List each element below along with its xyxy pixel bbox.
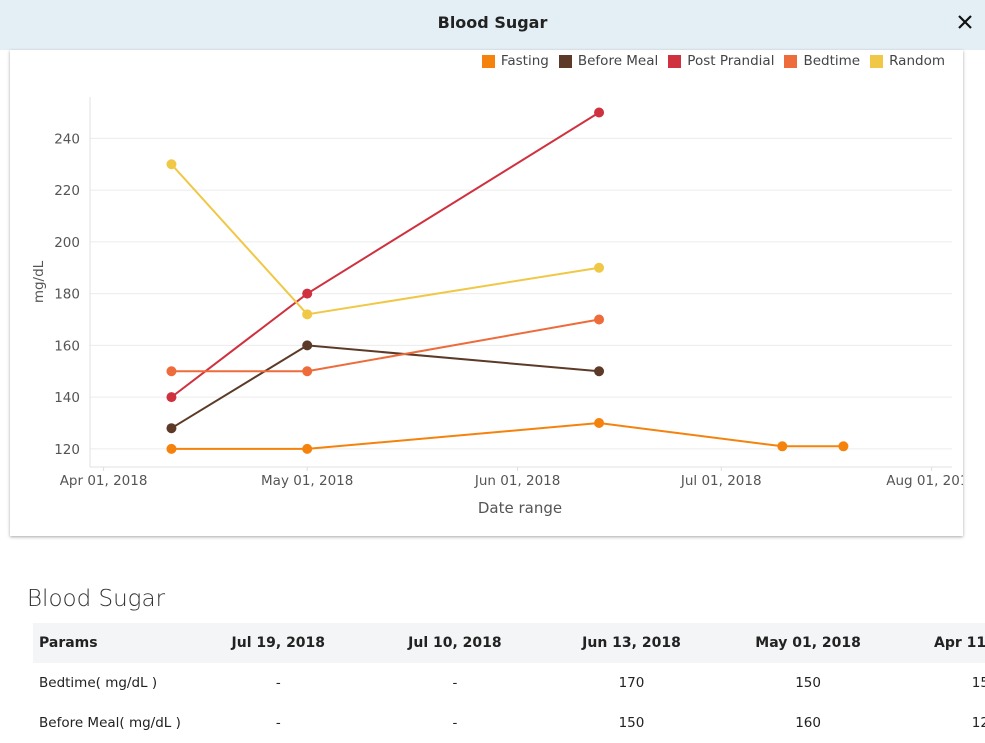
legend-label: Before Meal [577,53,659,69]
close-button[interactable] [958,15,972,29]
modal-header: Blood Sugar [0,0,985,50]
x-tick-label: Jun 01, 2018 [474,473,561,489]
table-row: Before Meal( mg/dL ) - - 150 160 128 [33,703,985,743]
table-cell: 150 [795,675,821,691]
series-line [170,163,600,316]
table-wrap: Params Jul 19, 2018 Jul 10, 2018 Jun 13, 20… [33,623,985,743]
table: Params Jul 19, 2018 Jul 10, 2018 Jun 13, 20… [33,623,985,743]
data-point [166,366,177,377]
data-point [302,443,313,454]
series-line [171,422,844,450]
chart-card: Fasting Before Meal Post Prandial Bedtime Ra… [10,50,963,536]
data-point [166,392,177,403]
series-line [170,111,600,398]
legend-item: Post Prandial [668,53,774,69]
table-cell: - [275,715,281,731]
legend-label: Fasting [500,53,549,69]
table-cell: - [452,675,458,691]
table-cell: 150 [971,675,985,691]
data-point [594,107,605,118]
table-cell: - [275,675,281,691]
legend-label: Random [889,53,945,69]
table-cell: Bedtime( mg/dL ) [39,675,158,691]
data-point [166,443,177,454]
y-tick-label: 220 [54,183,80,199]
x-axis-label: Date range [478,499,562,517]
legend-swatch [784,54,798,68]
x-tick-label: Jul 01, 2018 [680,473,762,489]
legend-item: Random [870,53,945,69]
column-header: May 01, 2018 [719,623,897,663]
modal-title: Blood Sugar [437,13,548,32]
table-row: Bedtime( mg/dL ) - - 170 150 150 [33,663,985,703]
data-point [302,366,313,377]
data-point [594,314,605,325]
header-row: Params Jul 19, 2018 Jul 10, 2018 Jun 13, 20… [33,623,985,663]
table-cell: 170 [618,675,645,691]
data-point [594,366,605,377]
data-point [777,441,788,452]
legend-swatch [481,54,495,68]
table-cell: Before Meal( mg/dL ) [39,715,181,731]
column-header: Jun 13, 2018 [543,623,720,663]
x-tick-label: May 01, 2018 [261,473,353,489]
data-point [302,288,313,299]
legend-label: Post Prandial [687,53,775,69]
table-cell: - [452,715,458,731]
data-point [838,441,849,452]
y-tick-label: 160 [54,338,80,354]
legend-label: Bedtime [803,53,861,69]
x-tick-label: Apr 01, 2018 [60,473,148,489]
y-tick-label: 240 [54,131,80,147]
data-point [594,262,605,273]
section-title: Blood Sugar [27,586,166,612]
column-header: Apr 11, 2018 [896,623,985,663]
data-point [302,309,313,320]
x-tick-label: Aug 01, 2018 [886,473,963,489]
data-point [166,159,177,170]
legend-item: Before Meal [558,53,659,69]
legend-swatch [558,54,572,68]
y-tick-label: 120 [54,442,80,458]
data-point [302,340,313,351]
legend-item: Fasting [481,53,549,69]
table-cell: 150 [618,715,645,731]
column-header: Jul 19, 2018 [190,623,367,663]
y-tick-label: 200 [54,235,80,251]
table-cell: 128 [971,715,985,731]
legend-swatch [668,54,682,68]
y-tick-label: 140 [54,390,80,406]
legend: Fasting Before Meal Post Prandial Bedtime Ra… [481,53,945,69]
legend-swatch [870,54,884,68]
table-cell: 160 [795,715,821,731]
y-tick-label: 180 [54,287,80,303]
y-axis-label: mg/dL [31,260,47,303]
data-point [594,418,605,429]
column-header: Jul 10, 2018 [366,623,544,663]
data-point [166,423,177,434]
legend-item: Bedtime [784,53,860,69]
column-header: Params [33,623,190,663]
chart: 120 140 160 180 200 220 240 Apr 01, 2018 May 01,… [31,97,963,517]
